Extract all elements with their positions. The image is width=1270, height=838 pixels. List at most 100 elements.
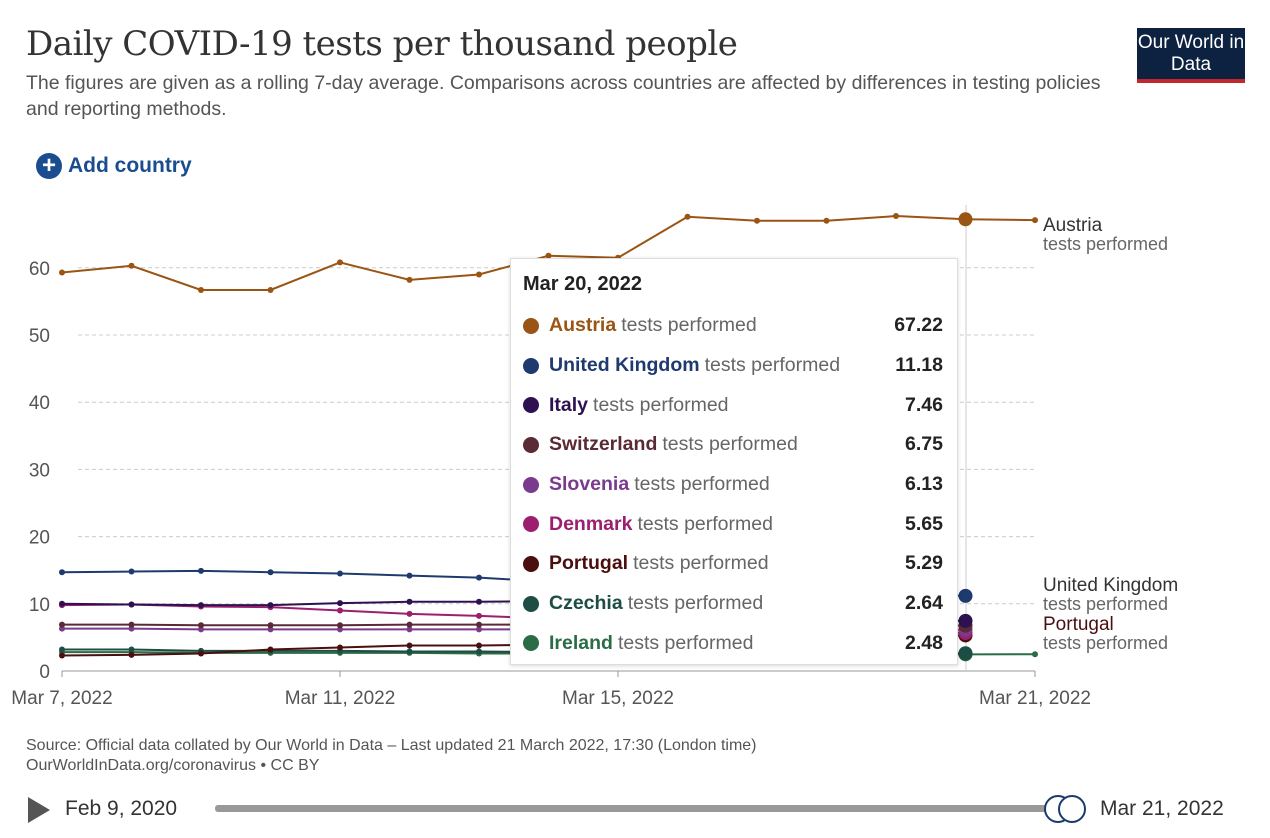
data-point (406, 626, 413, 633)
source-note: Source: Official data collated by Our Wo… (26, 736, 757, 776)
data-point (267, 646, 274, 653)
tooltip-country: United Kingdom (549, 354, 700, 377)
tooltip-metric: tests performed (662, 433, 798, 456)
tooltip-value: 2.48 (905, 631, 943, 654)
data-point (476, 612, 482, 619)
data-point (476, 271, 482, 278)
y-tick-label: 20 (29, 528, 50, 549)
data-point (128, 568, 135, 575)
data-point (476, 626, 482, 633)
tooltip-country: Slovenia (549, 473, 630, 496)
timeline-end-handle[interactable] (1058, 795, 1086, 823)
tooltip-country: Switzerland (549, 433, 658, 456)
data-point (128, 651, 135, 658)
data-point (337, 600, 343, 607)
y-tick-label: 0 (39, 662, 50, 683)
data-point (406, 598, 413, 605)
data-point (958, 588, 973, 603)
series-color-dot (523, 357, 539, 374)
data-point (128, 262, 135, 269)
data-point (59, 569, 65, 576)
data-point (476, 598, 482, 605)
plus-icon: + (36, 153, 62, 179)
series-color-dot (523, 595, 539, 612)
data-point (198, 286, 204, 293)
data-point (59, 269, 65, 276)
tooltip-country: Italy (549, 393, 589, 416)
tooltip-row: Ireland tests performed 2.48 (523, 624, 945, 664)
data-point (545, 252, 552, 259)
source-link[interactable]: OurWorldInData.org/coronavirus • CC BY (26, 757, 320, 774)
timeline-end: Mar 21, 2022 (1100, 797, 1224, 820)
data-point (1032, 217, 1038, 224)
tooltip-value: 5.29 (905, 552, 943, 575)
data-point (267, 622, 274, 629)
data-point (406, 648, 413, 655)
tooltip-row: Czechia tests performed 2.64 (523, 584, 945, 624)
data-point (128, 601, 135, 608)
end-label[interactable]: Austria tests performed (1043, 216, 1168, 254)
data-point (958, 646, 973, 661)
tooltip-country: Portugal (549, 552, 629, 575)
tooltip-metric: tests performed (593, 393, 729, 416)
tooltip-value: 6.75 (905, 433, 943, 456)
series-color-dot (523, 516, 539, 533)
tooltip-country: Denmark (549, 512, 633, 535)
data-point (406, 572, 413, 579)
tooltip-country: Czechia (549, 592, 623, 615)
data-point (476, 642, 482, 649)
data-point (1032, 651, 1038, 658)
data-point (267, 286, 274, 293)
series-color-dot (523, 397, 539, 414)
tooltip-value: 6.13 (905, 473, 943, 496)
series-color-dot (523, 555, 539, 572)
play-icon[interactable] (28, 797, 50, 823)
owid-logo[interactable]: Our World in Data (1137, 28, 1245, 83)
tooltip-metric: tests performed (617, 631, 754, 654)
tooltip-row: Denmark tests performed 5.65 (523, 504, 945, 544)
data-point (337, 644, 343, 651)
data-point (754, 217, 760, 224)
tooltip-value: 2.64 (905, 592, 943, 615)
data-point (198, 602, 204, 609)
tooltip-value: 7.46 (905, 393, 943, 416)
series-color-dot (523, 436, 539, 453)
end-label[interactable]: United Kingdom tests performed (1043, 576, 1178, 614)
tooltip-row: United Kingdom tests performed 11.18 (523, 346, 945, 386)
add-country-label: Add country (68, 154, 192, 177)
series-color-dot (523, 476, 539, 493)
chart-subtitle: The figures are given as a rolling 7-day… (26, 72, 1101, 120)
tooltip-metric: tests performed (637, 512, 773, 535)
end-label-country: United Kingdom (1043, 575, 1179, 596)
data-point (128, 621, 135, 628)
tooltip-metric: tests performed (633, 552, 769, 575)
end-label[interactable]: Portugal tests performed (1043, 615, 1168, 653)
data-point (59, 600, 65, 607)
data-point (893, 213, 899, 220)
tooltip-country: Austria (549, 314, 617, 337)
tooltip-row: Italy tests performed 7.46 (523, 385, 945, 425)
data-point (958, 212, 973, 227)
data-point (267, 602, 274, 609)
data-point (337, 259, 343, 266)
add-country-button[interactable]: + Add country (36, 153, 192, 179)
y-tick-label: 60 (29, 259, 50, 280)
data-point (267, 569, 274, 576)
tooltip-row: Switzerland tests performed 6.75 (523, 425, 945, 465)
end-label-metric: tests performed (1043, 234, 1169, 254)
y-tick-label: 10 (29, 595, 50, 616)
data-point (476, 648, 482, 655)
tooltip-value: 67.22 (894, 314, 943, 337)
data-point (406, 621, 413, 628)
series-color-dot (523, 635, 539, 652)
data-point (59, 621, 65, 628)
data-point (337, 607, 343, 614)
source-text: Source: Official data collated by Our Wo… (26, 737, 757, 754)
tooltip: Mar 20, 2022 Austria tests performed 67.22… (510, 258, 958, 665)
chart-title: Daily COVID-19 tests per thousand people (26, 24, 738, 64)
y-tick-label: 50 (29, 326, 50, 347)
timeline-slider[interactable] (215, 805, 1060, 812)
data-point (476, 621, 482, 628)
timeline-start: Feb 9, 2020 (65, 797, 178, 820)
data-point (823, 217, 830, 224)
